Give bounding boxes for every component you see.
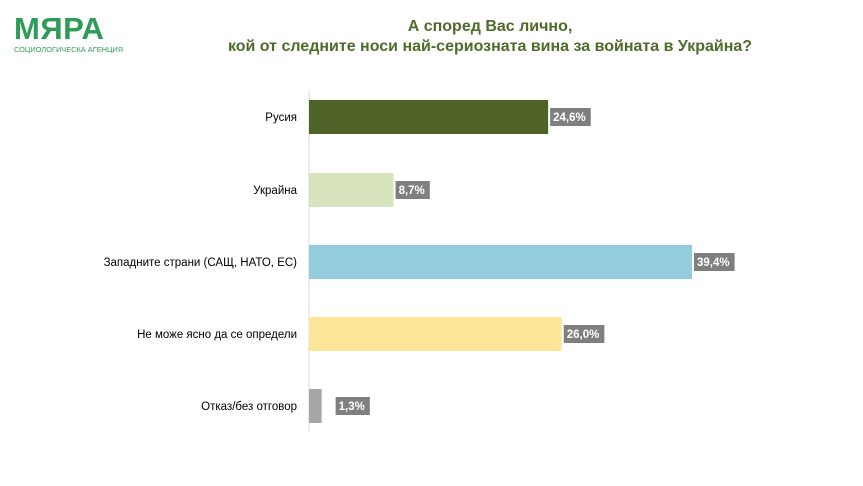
- data-label-4: 26,0%: [567, 329, 600, 341]
- data-label-box-3: [694, 253, 735, 271]
- chart-title-line-2: кой от следните носи най-сериозната вина…: [227, 38, 753, 55]
- category-label-1: Русия: [265, 112, 297, 124]
- data-label-box-5: [335, 397, 370, 415]
- category-label-3: Западните страни (САЩ, НАТО, ЕС): [104, 257, 298, 269]
- logo-mark: МЯРА: [14, 11, 105, 46]
- data-label-2: 8,7%: [399, 185, 425, 197]
- agency-logo: МЯРА СОЦИОЛОГИЧЕСКА АГЕНЦИЯ: [14, 11, 126, 54]
- category-label-2: Украйна: [253, 185, 297, 197]
- bar-3: [309, 245, 692, 279]
- data-label-1: 24,6%: [553, 112, 586, 124]
- chart-title: А според Вас лично, кой от следните носи…: [140, 17, 840, 57]
- data-label-5: 1,3%: [339, 401, 365, 413]
- bar-2: [309, 173, 394, 207]
- category-label-4: Не може ясно да се определи: [137, 329, 297, 341]
- bar-5: [309, 389, 322, 423]
- data-label-box-2: [395, 181, 430, 199]
- data-label-3: 39,4%: [697, 257, 730, 269]
- data-label-box-4: [563, 325, 605, 343]
- bar-4: [309, 317, 562, 351]
- data-label-box-1: [550, 108, 591, 126]
- bar-1: [309, 100, 549, 134]
- logo-tagline: СОЦИОЛОГИЧЕСКА АГЕНЦИЯ: [14, 45, 124, 54]
- category-label-5: Отказ/без отговор: [201, 401, 297, 413]
- chart-title-line-1: А според Вас лично,: [407, 18, 573, 35]
